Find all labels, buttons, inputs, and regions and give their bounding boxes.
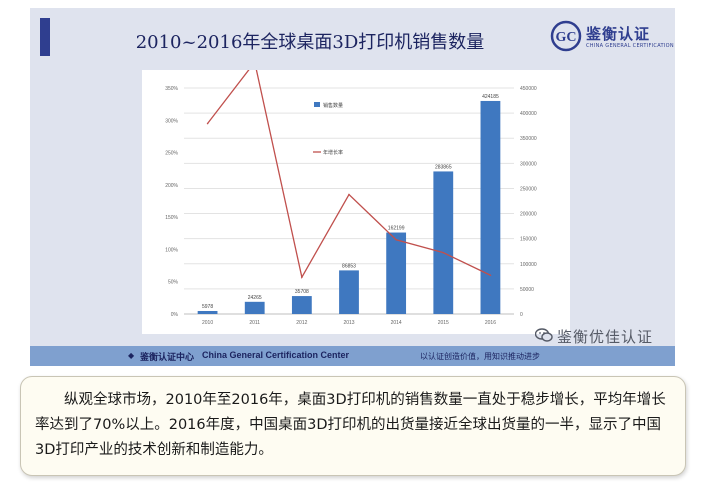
bar — [291, 296, 312, 314]
x-tick-label: 2011 — [249, 320, 260, 326]
chart-panel: 0% 50% 100% 150% 200% 250% 300% 350% 0 50000 10000… — [142, 70, 570, 334]
bar-data-label: 283865 — [435, 164, 452, 170]
growth-rate-point — [489, 274, 492, 277]
legend-label-bar: 销售数量 — [323, 102, 343, 109]
y-left-tick-label: 150% — [165, 215, 178, 221]
growth-rate-point — [442, 251, 445, 254]
y-right-tick-label: 300000 — [520, 161, 537, 167]
logo-name-en: CHINA GENERAL CERTIFICATION — [586, 43, 674, 49]
summary-paragraph: 纵观全球市场，2010年至2016年，桌面3D打印机的销售数量一直处于稳步增长，… — [35, 392, 666, 458]
y-right-tick-label: 0 — [520, 312, 523, 318]
y-left-tick-label: 250% — [165, 151, 178, 157]
title-accent-bar — [40, 18, 50, 56]
growth-rate-point — [206, 122, 209, 125]
growth-rate-point — [348, 193, 350, 196]
bar-data-label: 5978 — [202, 304, 213, 310]
y-left-tick-label: 200% — [165, 183, 178, 189]
combo-chart: 0% 50% 100% 150% 200% 250% 300% 350% 0 50000 10000… — [165, 70, 537, 326]
wechat-icon — [535, 328, 553, 342]
footer-org-en: China General Certification Center — [202, 350, 350, 360]
growth-rate-point — [301, 276, 303, 278]
y-right-tick-label: 400000 — [520, 111, 537, 117]
y-left-tick-label: 350% — [165, 86, 178, 92]
y-left-tick-label: 100% — [165, 247, 178, 253]
gc-logo-icon: GC — [550, 20, 582, 52]
y-right-tick-label: 450000 — [520, 86, 537, 92]
y-left-tick-label: 0% — [171, 312, 179, 318]
y-right-tick-label: 100000 — [520, 262, 537, 268]
bar — [197, 310, 218, 314]
bar-data-label: 162199 — [388, 226, 405, 232]
x-tick-label: 2014 — [391, 320, 402, 326]
chart-title: 2010~2016年全球桌面3D打印机销售数量 — [135, 32, 485, 53]
x-tick-label: 2012 — [296, 320, 307, 326]
x-tick-label: 2015 — [438, 320, 449, 326]
footer-bar: ◆ 鉴衡认证中心 China General Certification Cen… — [30, 346, 675, 366]
legend-swatch-bar — [314, 102, 320, 107]
watermark-text: 鉴衡优佳认证 — [557, 328, 654, 346]
bar — [480, 100, 501, 314]
bar — [433, 171, 454, 314]
bar — [244, 301, 265, 314]
bar-data-label: 424185 — [482, 94, 499, 100]
legend-label-line: 年增长率 — [323, 149, 343, 156]
y-right-tick-label: 50000 — [520, 287, 534, 293]
bar-data-label: 35708 — [295, 289, 309, 295]
slide-image: 2010~2016年全球桌面3D打印机销售数量 GC 鉴衡认证 CHINA GE… — [30, 8, 675, 366]
gc-logo-letters: GC — [556, 30, 577, 45]
footer-slogan: 以认证创造价值，用知识推动进步 — [420, 352, 540, 361]
growth-rate-point — [395, 238, 397, 241]
y-right-tick-label: 350000 — [520, 136, 537, 142]
gc-small-logo-icon: ◆ — [128, 351, 135, 360]
y-right-tick-label: 200000 — [520, 212, 537, 218]
bar — [386, 232, 407, 314]
bar-data-label: 86853 — [342, 263, 356, 269]
bar-data-label: 24265 — [248, 295, 262, 301]
y-left-tick-label: 300% — [165, 118, 178, 124]
summary-text-box: 纵观全球市场，2010年至2016年，桌面3D打印机的销售数量一直处于稳步增长，… — [20, 376, 686, 476]
y-left-tick-label: 50% — [168, 280, 179, 286]
footer-org-cn: 鉴衡认证中心 — [140, 353, 195, 363]
bar — [339, 270, 359, 314]
brand-logo: GC 鉴衡认证 CHINA GENERAL CERTIFICATION — [550, 20, 674, 60]
x-tick-label: 2010 — [202, 320, 213, 326]
y-right-tick-label: 150000 — [520, 237, 537, 243]
y-right-tick-label: 250000 — [520, 186, 537, 192]
x-tick-label: 2016 — [485, 320, 496, 326]
x-tick-label: 2013 — [343, 320, 354, 326]
logo-name-cn: 鉴衡认证 — [586, 25, 651, 43]
